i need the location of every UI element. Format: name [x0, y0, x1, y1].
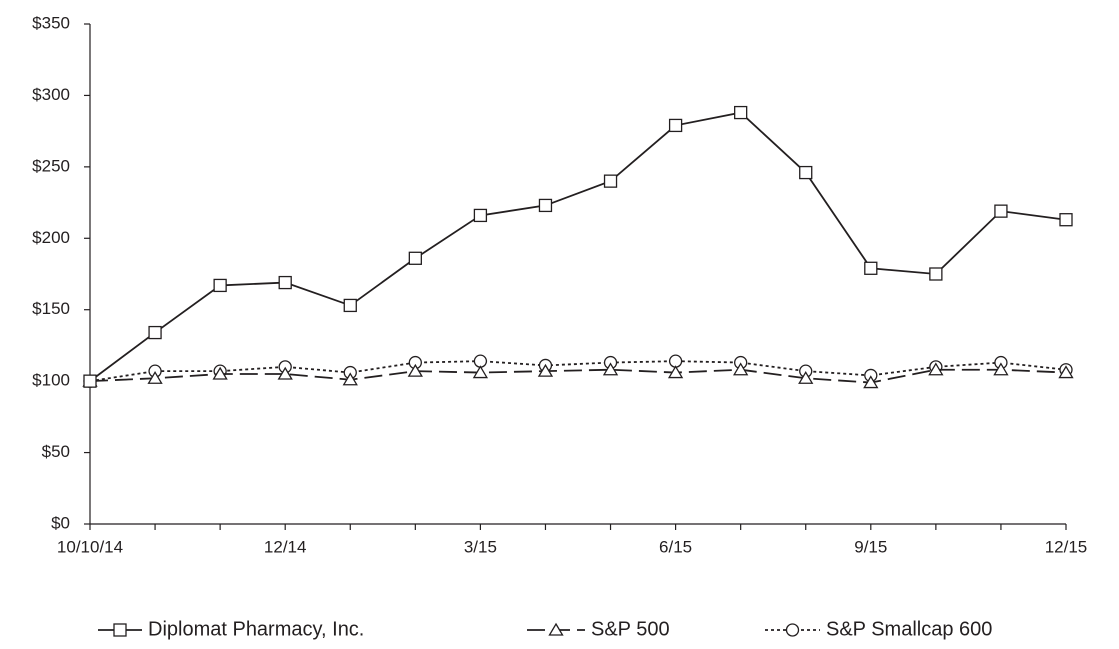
- x-tick-label: 9/15: [854, 537, 887, 556]
- marker: [928, 362, 944, 376]
- marker: [993, 362, 1009, 376]
- y-tick-label: $50: [42, 442, 70, 461]
- marker: [863, 375, 879, 389]
- marker: [538, 198, 553, 213]
- marker: [798, 371, 814, 384]
- marker: [113, 623, 127, 637]
- y-tick-label: $350: [32, 13, 70, 32]
- marker: [734, 105, 748, 120]
- y-tick-label: $0: [51, 513, 70, 532]
- marker: [408, 251, 422, 265]
- marker: [83, 374, 97, 388]
- x-tick-label: 12/14: [264, 537, 307, 556]
- legend-label: S&P Smallcap 600: [826, 618, 992, 640]
- marker: [407, 363, 423, 377]
- marker: [929, 267, 943, 281]
- marker: [473, 208, 488, 223]
- marker: [472, 365, 489, 379]
- x-tick-label: 3/15: [464, 537, 497, 556]
- marker: [785, 623, 800, 637]
- marker: [1058, 365, 1074, 379]
- x-tick-label: 10/10/14: [57, 537, 123, 556]
- marker: [602, 362, 619, 376]
- y-tick-label: $300: [32, 85, 70, 104]
- marker: [213, 278, 227, 293]
- marker: [548, 622, 564, 636]
- marker: [212, 366, 228, 380]
- marker: [994, 204, 1008, 218]
- y-tick-label: $200: [32, 228, 70, 247]
- y-tick-label: $150: [32, 299, 70, 318]
- marker: [342, 372, 358, 386]
- marker: [148, 325, 162, 340]
- marker: [147, 371, 163, 384]
- marker: [864, 261, 878, 275]
- y-tick-label: $250: [32, 156, 70, 175]
- y-tick-label: $100: [32, 371, 70, 390]
- marker: [343, 298, 357, 313]
- marker: [733, 362, 749, 376]
- marker: [1059, 213, 1073, 227]
- series-line: [89, 360, 1067, 383]
- marker: [278, 275, 292, 290]
- marker: [537, 363, 554, 377]
- legend-label: S&P 500: [591, 618, 670, 640]
- marker: [799, 165, 813, 180]
- marker: [667, 365, 684, 379]
- series-line: [89, 111, 1067, 382]
- marker: [668, 118, 683, 133]
- marker: [277, 366, 293, 380]
- series-line: [89, 368, 1067, 384]
- x-tick-label: 6/15: [659, 537, 692, 556]
- marker: [603, 174, 618, 188]
- legend-label: Diplomat Pharmacy, Inc.: [148, 618, 364, 640]
- x-tick-label: 12/15: [1045, 537, 1088, 556]
